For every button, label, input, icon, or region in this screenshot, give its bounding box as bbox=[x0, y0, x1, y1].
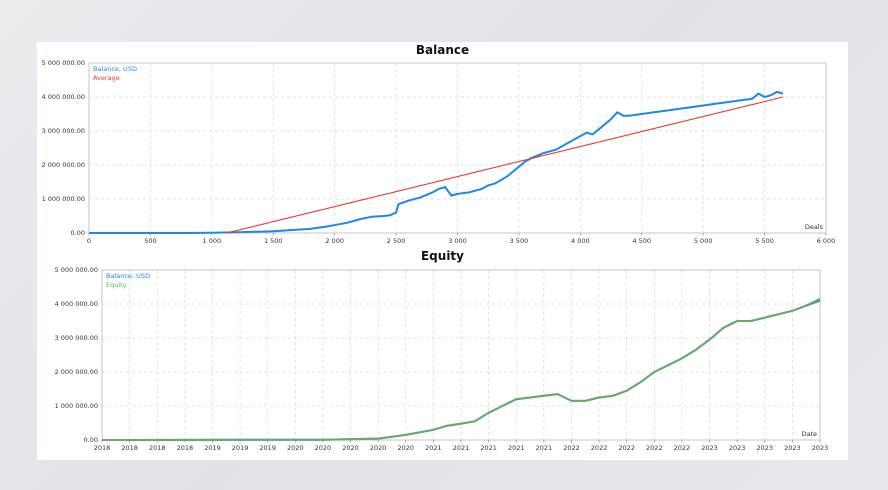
equity-chart: 0.00 1 000 000.00 2 000 000.00 3 000 000.00… bbox=[55, 266, 829, 452]
equity-x-tick-label: 2019 bbox=[232, 444, 249, 452]
balance-y-tick-label: 2 000 000.00 bbox=[42, 161, 85, 169]
equity-x-tick-label: 2022 bbox=[646, 444, 663, 452]
equity-x-tick-label: 2021 bbox=[480, 444, 497, 452]
equity-x-tick-label: 2022 bbox=[591, 444, 608, 452]
equity-y-tick-label: 1 000 000.00 bbox=[55, 402, 98, 410]
balance-y-tick-label: 3 000 000.00 bbox=[42, 127, 85, 135]
equity-x-tick-label: 2021 bbox=[425, 444, 442, 452]
balance-chart-title: Balance bbox=[415, 43, 470, 57]
equity-x-tick-label: 2023 bbox=[756, 444, 773, 452]
balance-x-tick-label: 3 500 bbox=[510, 237, 529, 245]
equity-y-tick-label: 0.00 bbox=[84, 436, 98, 444]
balance-y-tick-label: 0.00 bbox=[71, 229, 85, 237]
balance-x-tick-label: 1 500 bbox=[264, 237, 283, 245]
balance-y-tick-label: 5 000 000.00 bbox=[42, 59, 85, 67]
equity-x-tick-label: 2021 bbox=[453, 444, 470, 452]
equity-x-tick-label: 2020 bbox=[370, 444, 387, 452]
equity-x-tick-label: 2023 bbox=[784, 444, 801, 452]
balance-x-tick-label: 2 500 bbox=[387, 237, 406, 245]
equity-x-tick-label: 2023 bbox=[812, 444, 829, 452]
equity-x-tick-label: 2022 bbox=[674, 444, 691, 452]
balance-x-tick-label: 4 500 bbox=[632, 237, 651, 245]
balance-x-tick-label: 2 000 bbox=[325, 237, 344, 245]
balance-series-average-line bbox=[226, 96, 784, 234]
equity-x-tick-label: 2020 bbox=[315, 444, 332, 452]
equity-x-tick-label: 2023 bbox=[729, 444, 746, 452]
equity-y-tick-label: 2 000 000.00 bbox=[55, 368, 98, 376]
balance-legend-entry: Balance, USD bbox=[93, 65, 137, 73]
balance-chart: 0.00 1 000 000.00 2 000 000.00 3 000 000.00… bbox=[42, 59, 836, 245]
equity-x-tick-label: 2020 bbox=[287, 444, 304, 452]
equity-x-tick-label: 2019 bbox=[259, 444, 276, 452]
equity-x-tick-label: 2018 bbox=[121, 444, 138, 452]
equity-chart-title: Equity bbox=[420, 249, 464, 263]
balance-x-tick-label: 1 000 bbox=[203, 237, 222, 245]
equity-x-axis-label: Date bbox=[801, 430, 817, 438]
equity-x-tick-label: 2019 bbox=[204, 444, 221, 452]
equity-x-tick-label: 2018 bbox=[149, 444, 166, 452]
balance-x-tick-label: 4 000 bbox=[571, 237, 590, 245]
balance-legend-entry: Average bbox=[93, 74, 120, 82]
equity-legend-entry: Balance, USD bbox=[106, 272, 150, 280]
equity-x-tick-label: 2022 bbox=[618, 444, 635, 452]
balance-y-tick-label: 4 000 000.00 bbox=[42, 93, 85, 101]
balance-x-tick-label: 5 500 bbox=[755, 237, 774, 245]
balance-x-tick-label: 6 000 bbox=[817, 237, 836, 245]
equity-x-tick-label: 2018 bbox=[177, 444, 194, 452]
balance-x-tick-label: 500 bbox=[144, 237, 156, 245]
equity-x-tick-label: 2021 bbox=[508, 444, 525, 452]
charts-svg: 0.00 1 000 000.00 2 000 000.00 3 000 000.00… bbox=[42, 59, 836, 452]
equity-y-tick-label: 3 000 000.00 bbox=[55, 334, 98, 342]
equity-x-tick-label: 2022 bbox=[563, 444, 580, 452]
equity-x-tick-label: 2020 bbox=[397, 444, 414, 452]
balance-x-tick-label: 3 000 bbox=[448, 237, 467, 245]
equity-x-tick-label: 2020 bbox=[342, 444, 359, 452]
equity-x-tick-label: 2021 bbox=[536, 444, 553, 452]
balance-x-axis-label: Deals bbox=[805, 223, 824, 231]
equity-y-tick-label: 5 000 000.00 bbox=[55, 266, 98, 274]
charts-panel: Balance Equity 0.00 1 000 000.00 2 000 000… bbox=[37, 42, 848, 460]
equity-y-tick-label: 4 000 000.00 bbox=[55, 300, 98, 308]
balance-y-tick-label: 1 000 000.00 bbox=[42, 195, 85, 203]
equity-x-tick-label: 2018 bbox=[94, 444, 111, 452]
balance-x-tick-label: 5 000 bbox=[694, 237, 713, 245]
equity-legend-entry: Equity bbox=[106, 281, 127, 289]
equity-series-equity-line bbox=[101, 298, 821, 441]
balance-x-tick-label: 0 bbox=[87, 237, 91, 245]
equity-x-tick-label: 2023 bbox=[701, 444, 718, 452]
